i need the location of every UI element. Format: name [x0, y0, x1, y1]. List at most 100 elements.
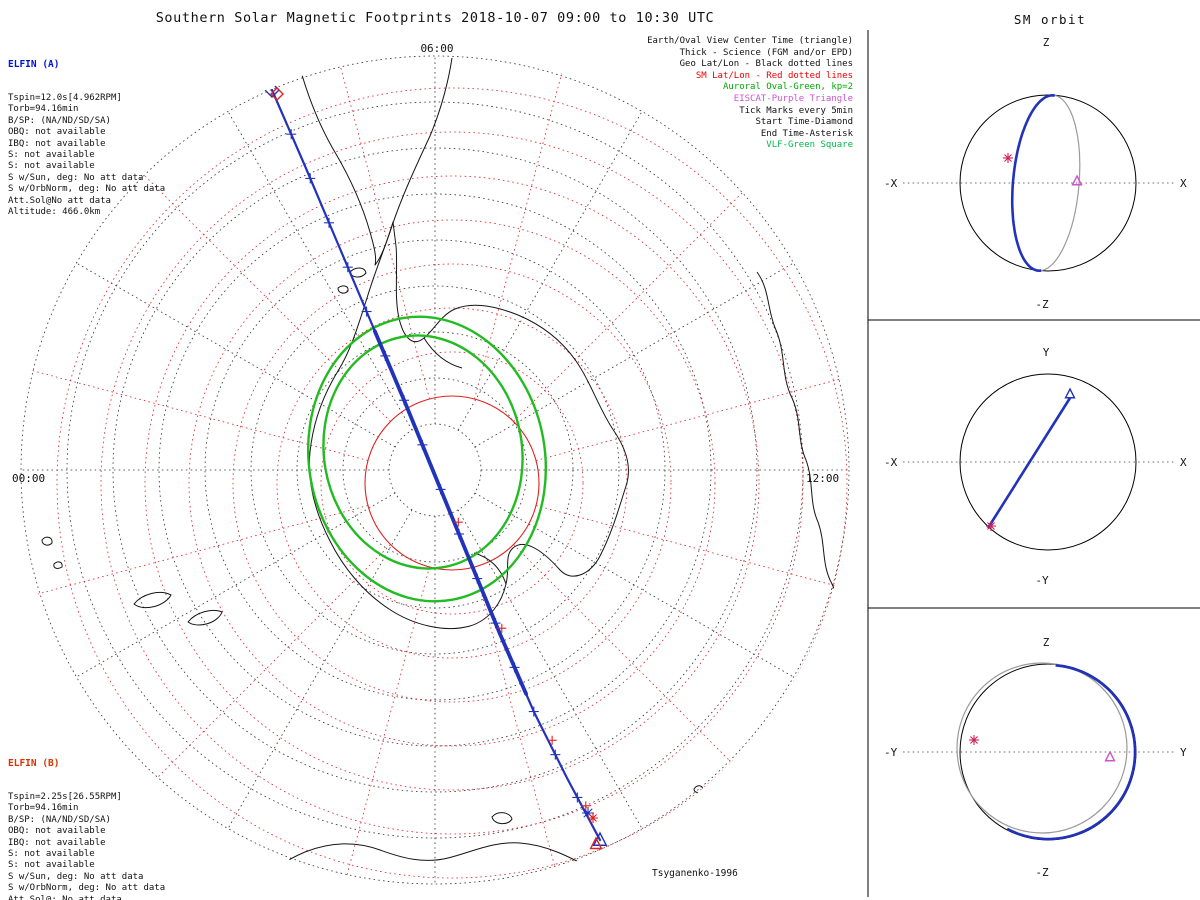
sm-latitude-ring	[56, 87, 848, 879]
sm-latitude-ring	[100, 131, 804, 835]
orbit-near-side	[1006, 664, 1137, 841]
figure-title: Southern Solar Magnetic Footprints 2018-…	[155, 10, 715, 26]
text-line: Auroral Oval-Green, kp=2	[722, 82, 853, 93]
axis-label: Z	[1043, 36, 1050, 49]
geo-latitude-ring	[296, 331, 574, 609]
satellite-track	[264, 82, 608, 850]
diamond-marker	[270, 87, 284, 101]
coastline	[491, 812, 513, 825]
text-line: VLF-Green Square	[766, 140, 853, 151]
orbit-panel: Z -Z -X X	[884, 36, 1187, 311]
text-line: Start Time-Diamond	[755, 117, 853, 128]
triangle-marker	[1104, 750, 1116, 762]
text-line: IBQ: not available	[8, 138, 106, 149]
coastline	[41, 536, 53, 546]
text-line: Altitude: 466.0km	[8, 207, 101, 218]
sm-latitude-ring	[144, 175, 760, 791]
coastline	[693, 785, 704, 793]
text-line: S: not available	[8, 849, 95, 860]
elfin-a-title: ELFIN (A)	[8, 58, 60, 70]
text-line: Geo Lat/Lon - Black dotted lines	[679, 59, 853, 70]
geo-longitude-line	[227, 509, 413, 830]
text-line: Tick Marks every 5min	[739, 105, 853, 116]
auroral-oval	[306, 315, 548, 603]
sm-latitude-ring	[232, 263, 672, 703]
text-line: S: not available	[8, 150, 95, 161]
axis-label: X	[1180, 177, 1187, 190]
geo-longitude-line	[75, 262, 396, 448]
asterisk-marker	[986, 521, 996, 531]
triangle-marker	[1064, 387, 1076, 399]
elfin-b-info-block: ELFIN (B) Tspin=2.25s[26.55RPM] Torb=94.1…	[8, 735, 165, 900]
auroral-oval	[322, 334, 524, 570]
geo-latitude-ring	[158, 193, 712, 747]
axis-label: Z	[1043, 636, 1050, 649]
asterisk-marker	[1003, 153, 1013, 163]
geo-latitude-ring	[250, 285, 620, 655]
text-line: End Time-Asterisk	[760, 128, 853, 139]
sm-longitude-line	[535, 505, 851, 606]
text-line: SM Lat/Lon - Red dotted lines	[695, 70, 853, 81]
map-area	[19, 54, 851, 886]
text-line: S w/OrbNorm, deg: No att data	[8, 883, 166, 894]
geo-latitude-ring	[342, 377, 528, 563]
geo-longitude-line	[474, 262, 795, 448]
text-line: B/SP: (NA/ND/SD/SA)	[8, 115, 111, 126]
mlt-label: 06:00	[420, 42, 453, 55]
text-line: B/SP: (NA/ND/SD/SA)	[8, 814, 111, 825]
elfin-b-lines: Tspin=2.25s[26.55RPM] Torb=94.16min B/SP: …	[8, 792, 165, 900]
text-line: Earth/Oval View Center Time (triangle)	[647, 36, 853, 46]
sm-longitude-line	[474, 566, 575, 886]
text-line: EISCAT-Purple Triangle	[733, 93, 853, 104]
coastline	[349, 267, 367, 278]
coastline	[756, 271, 849, 631]
text-line: S: not available	[8, 161, 95, 172]
sm-orbit-title: SM orbit	[1013, 12, 1087, 27]
text-line: Tspin=2.25s[26.55RPM]	[8, 792, 122, 803]
text-line: Att.Sol@: No att data	[8, 894, 122, 900]
axis-label: -X	[884, 456, 898, 469]
model-name: Tsyganenko-1996	[652, 868, 738, 879]
text-line: OBQ: not available	[8, 826, 106, 837]
sm-latitude-ring	[188, 219, 716, 747]
mlt-label: 00:00	[12, 472, 45, 485]
geo-longitude-line	[457, 110, 643, 431]
credits-block: Tsyganenko-1996 Created: Sun Jan 29 09:1…	[652, 840, 841, 900]
coastline	[337, 285, 349, 294]
track-line	[270, 88, 602, 842]
axis-label: -Z	[1035, 298, 1049, 311]
geo-longitude-line	[227, 110, 413, 431]
asterisk-marker	[588, 813, 598, 823]
coastline	[296, 56, 453, 266]
sm-longitude-line	[119, 544, 391, 816]
text-line: Tspin=12.0s[4.962RPM]	[8, 93, 122, 104]
sm-longitude-line	[513, 150, 785, 422]
sm-longitude-line	[19, 360, 369, 461]
geo-longitude-line	[474, 492, 795, 678]
coastline	[308, 221, 629, 629]
map-legend: Earth/Oval View Center Time (triangle) Th…	[508, 36, 853, 152]
coastline	[187, 609, 223, 626]
coastline	[133, 591, 172, 609]
axis-label: X	[1180, 456, 1187, 469]
sm-longitude-line	[513, 544, 785, 816]
geo-latitude-ring	[20, 55, 850, 885]
axis-label: -X	[884, 177, 898, 190]
orbit-near-side	[986, 397, 1072, 529]
text-line: Att.Sol@No att data	[8, 195, 111, 206]
orbit-near-side	[1010, 93, 1055, 273]
geo-longitude-line	[75, 492, 396, 678]
orbit-panel: Y -Y -X X	[884, 346, 1187, 587]
sm-longitude-line	[19, 505, 369, 606]
text-line: S w/Sun, deg: No att data	[8, 871, 144, 882]
sm-longitude-line	[329, 54, 430, 400]
coastline	[249, 842, 659, 886]
elfin-a-info-block: ELFIN (A) Tspin=12.0s[4.962RPM] Torb=94.1…	[8, 36, 165, 241]
text-line: IBQ: not available	[8, 837, 106, 848]
elfin-a-lines: Tspin=12.0s[4.962RPM] Torb=94.16min B/SP: …	[8, 93, 165, 218]
text-line: Thick - Science (FGM and/or EPD)	[679, 47, 853, 58]
text-line: S w/Sun, deg: No att data	[8, 172, 144, 183]
orbit-panel: Z -Z -Y Y	[884, 636, 1187, 879]
sm-longitude-line	[119, 150, 391, 422]
